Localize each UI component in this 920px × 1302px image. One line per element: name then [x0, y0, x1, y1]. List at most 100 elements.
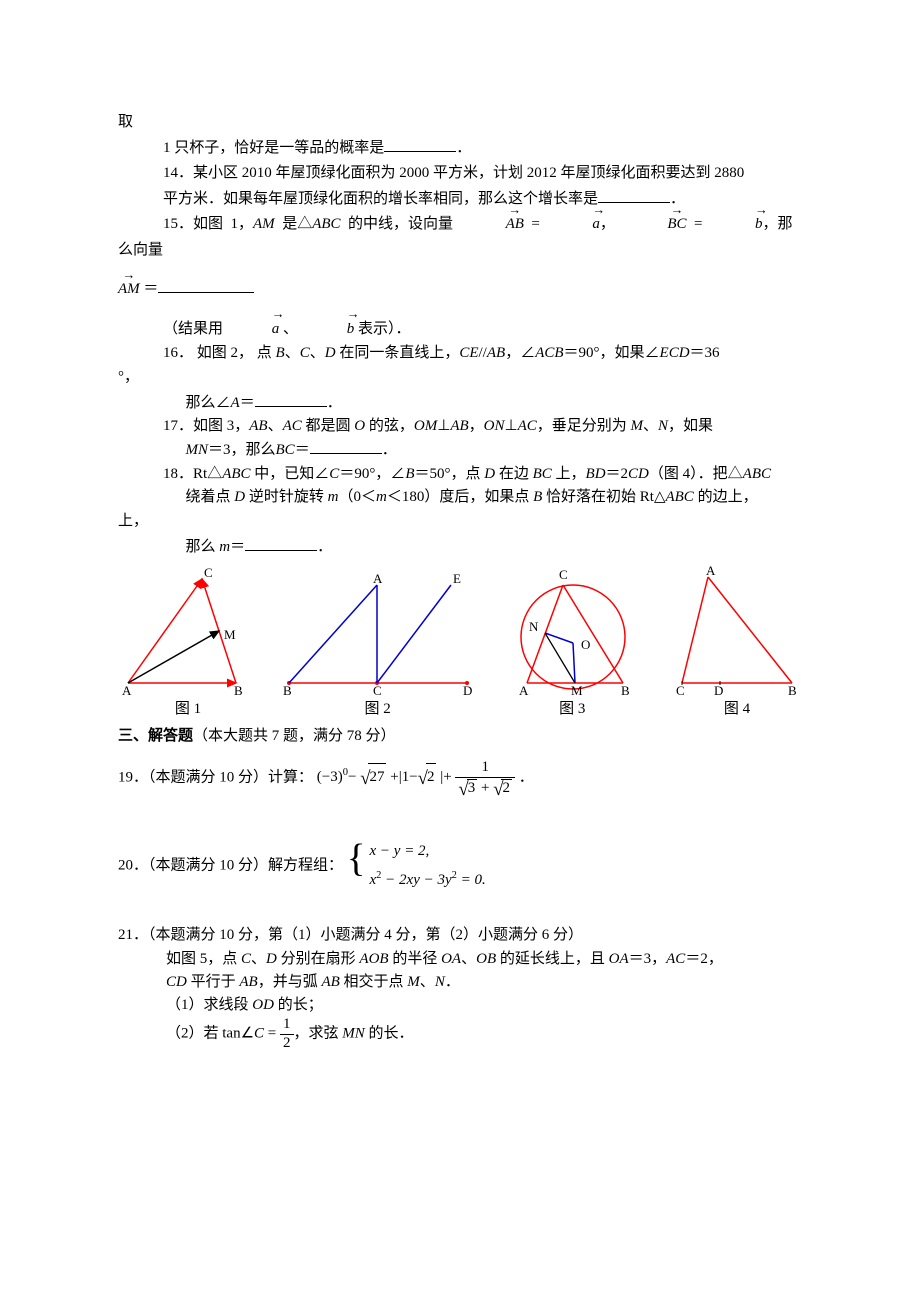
math-var: CD: [628, 466, 649, 482]
math-var: m: [328, 489, 339, 505]
text: 、: [283, 321, 298, 337]
svg-text:D: D: [463, 683, 472, 695]
text: 逆时针旋转: [249, 489, 324, 505]
fraction-1-2: 1 2: [280, 1017, 294, 1052]
figures-row: A B C M 图 1 B C D A E 图 2: [118, 565, 802, 723]
fill-blank: [255, 391, 327, 407]
fig3-svg: A B C M N O: [497, 565, 647, 695]
svg-text:D: D: [714, 683, 723, 695]
svg-text:O: O: [581, 637, 590, 652]
svg-text:C: C: [204, 565, 213, 580]
math-var: AC: [518, 418, 537, 434]
math-var: CE: [459, 345, 478, 361]
math-var: AC: [283, 418, 302, 434]
text: （结果用: [163, 321, 223, 337]
math-var: AM: [253, 216, 275, 232]
svg-text:C: C: [373, 683, 382, 695]
text: ＝3，那么: [208, 442, 276, 458]
fig4-svg: C D B A: [672, 565, 802, 695]
math-var: AB: [487, 345, 505, 361]
text: ＜180）度后，如果点: [387, 489, 530, 505]
text: （图 4）．把△: [649, 466, 743, 482]
svg-text:C: C: [676, 683, 685, 695]
text: °，: [118, 369, 139, 385]
line-q17a: 17．如图 3，AB、AC 都是圆 O 的弦，OM⊥AB，ON⊥AC，垂足分别为…: [118, 415, 802, 438]
q21-sub2: （2）若 tan∠C = 1 2 ，求弦 MN 的长．: [118, 1017, 802, 1052]
math-var: ABC: [222, 466, 250, 482]
fill-blank: [158, 277, 254, 293]
text: 那么: [186, 539, 216, 555]
svg-text:A: A: [706, 565, 716, 578]
question-20: 20．（本题满分 10 分）解方程组： { x − y = 2, x2 − 2x…: [118, 838, 802, 894]
figure-label: 图 3: [497, 697, 647, 723]
svg-text:N: N: [529, 619, 539, 634]
text: ＝50°，点: [414, 466, 480, 482]
text: 都是圆: [306, 418, 351, 434]
line-q15c: （结果用 →a 、 →b 表示）．: [118, 317, 802, 343]
section-desc: （本大题共 7 题，满分 78 分）: [193, 728, 396, 744]
text: 的边上，: [698, 489, 758, 505]
math-var: B: [276, 345, 285, 361]
text: ＝: [295, 442, 310, 458]
fill-blank: [384, 136, 456, 152]
text: ．: [327, 395, 342, 411]
line-q17b: MN＝3，那么BC＝．: [118, 438, 802, 462]
text: ．: [519, 769, 534, 785]
q21-sub1: （1）求线段 OD 的长；: [118, 994, 802, 1017]
question-19: 19．（本题满分 10 分）计算： (−3)0− √27 +|1−√2 |+ 1…: [118, 760, 802, 797]
vector-BC: →BC: [622, 212, 686, 238]
math-var: N: [658, 418, 668, 434]
line-q16a: 16． 如图 2， 点 B、C、D 在同一条直线上，CE//AB，∠ACB＝90…: [118, 342, 802, 365]
figure-3: A B C M N O 图 3: [497, 565, 647, 723]
math-var: BC: [276, 442, 295, 458]
figure-4: C D B A 图 4: [672, 565, 802, 723]
figure-label: 图 2: [283, 697, 473, 723]
text: 19．（本题满分 10 分）计算：: [118, 769, 313, 785]
vector-AM: →AM: [118, 277, 140, 303]
math-var: m: [376, 489, 387, 505]
figure-label: 图 1: [118, 697, 258, 723]
vector-b: →b: [302, 317, 355, 343]
line-q18d: 那么 m＝．: [118, 535, 802, 559]
svg-text:A: A: [122, 683, 132, 695]
vector-a: →a: [547, 212, 600, 238]
fig1-svg: A B C M: [118, 565, 258, 695]
math-var: A: [231, 395, 240, 411]
q21-header: 21．（本题满分 10 分，第（1）小题满分 4 分，第（2）小题满分 6 分）: [118, 924, 802, 947]
text: 的中线，设向量: [348, 216, 461, 232]
math-var: ABC: [312, 216, 340, 232]
text: 18．Rt△: [163, 466, 222, 482]
math-var: AB: [249, 418, 267, 434]
text: 的弦，: [369, 418, 414, 434]
text: ．: [317, 539, 332, 555]
q21-body-1: 如图 5，点 C、D 分别在扇形 AOB 的半径 OA、OB 的延长线上，且 O…: [118, 948, 802, 971]
line-q16b: °，: [118, 365, 802, 391]
question-21: 21．（本题满分 10 分，第（1）小题满分 4 分，第（2）小题满分 6 分）…: [118, 924, 802, 1052]
text: ＝90°，∠: [339, 466, 405, 482]
math-var: ECD: [660, 345, 690, 361]
text: 16． 如图 2， 点: [163, 345, 272, 361]
math-var: M: [631, 418, 644, 434]
math-var: OM: [414, 418, 437, 434]
math-var: D: [325, 345, 336, 361]
svg-text:M: M: [571, 683, 583, 695]
text: 1 只杯子，恰好是一等品的概率是: [163, 140, 384, 156]
section-3-header: 三、解答题（本大题共 7 题，满分 78 分）: [118, 724, 802, 750]
text: ＝90°，如果∠: [564, 345, 660, 361]
text: ＝: [230, 539, 245, 555]
math-var: AB: [450, 418, 468, 434]
math-var: ON: [484, 418, 505, 434]
fig2-svg: B C D A E: [283, 565, 473, 695]
svg-text:B: B: [283, 683, 292, 695]
line-q15b: →AM ＝: [118, 277, 802, 303]
vector-b: →b: [710, 212, 763, 238]
math-var: MN: [186, 442, 209, 458]
figure-1: A B C M 图 1: [118, 565, 258, 723]
text: ＝: [240, 395, 255, 411]
svg-text:C: C: [559, 567, 568, 582]
text: ＝36: [690, 345, 720, 361]
text: ．: [456, 140, 471, 156]
line-q18c: 上，: [118, 509, 802, 535]
svg-text:A: A: [373, 571, 383, 586]
svg-text:B: B: [234, 683, 243, 695]
